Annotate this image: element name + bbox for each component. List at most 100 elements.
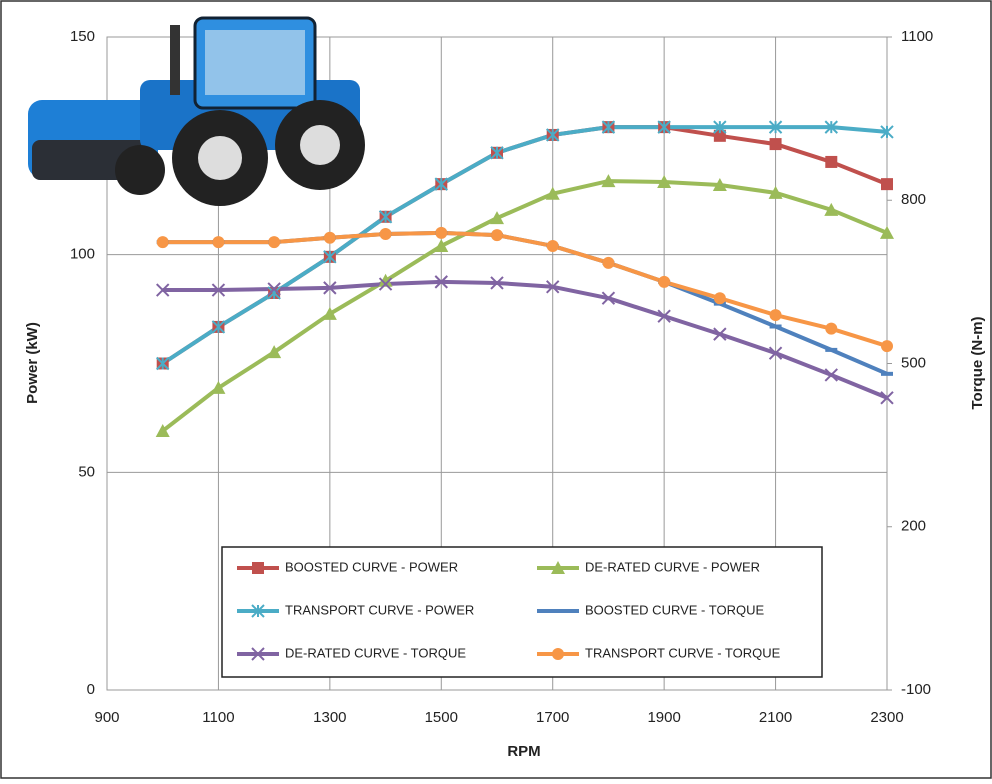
marker xyxy=(323,281,337,295)
y-tick-label: 100 xyxy=(70,246,95,263)
marker xyxy=(156,356,170,371)
x-axis-title: RPM xyxy=(507,743,540,760)
marker xyxy=(546,239,559,252)
y2-tick-label: 500 xyxy=(901,354,926,371)
marker xyxy=(323,231,336,244)
marker xyxy=(156,283,170,297)
legend: BOOSTED CURVE - POWER DE-RATED CURVE - PO… xyxy=(221,546,823,678)
marker xyxy=(251,604,265,618)
y2-tick-label: 800 xyxy=(901,191,926,208)
marker xyxy=(713,327,727,341)
legend-label: TRANSPORT CURVE - TORQUE xyxy=(585,645,781,660)
marker xyxy=(825,155,838,168)
tractor-image xyxy=(28,16,365,206)
legend-label: DE-RATED CURVE - POWER xyxy=(585,559,760,574)
y2-tick-label: -100 xyxy=(901,681,931,698)
marker xyxy=(552,648,564,660)
marker xyxy=(267,282,281,296)
lines xyxy=(155,120,894,437)
marker xyxy=(546,128,560,142)
marker xyxy=(881,371,893,376)
x-tick-label: 2300 xyxy=(870,709,903,726)
legend-label: DE-RATED CURVE - TORQUE xyxy=(285,645,466,660)
legend-label: TRANSPORT CURVE - POWER xyxy=(285,602,474,617)
marker xyxy=(601,174,616,188)
marker xyxy=(880,225,894,239)
x-tick-label: 1900 xyxy=(647,709,680,726)
marker xyxy=(434,238,449,252)
marker xyxy=(824,120,838,134)
marker xyxy=(552,609,564,613)
series-line xyxy=(161,179,888,433)
marker xyxy=(602,256,615,269)
marker xyxy=(322,306,337,320)
marker xyxy=(769,138,782,151)
marker xyxy=(768,185,783,199)
marker xyxy=(713,120,727,134)
marker xyxy=(546,280,560,294)
marker xyxy=(768,346,783,360)
marker xyxy=(378,277,393,291)
marker xyxy=(825,347,838,352)
marker xyxy=(155,423,170,437)
marker xyxy=(251,647,265,661)
y-tick-label: 50 xyxy=(78,463,95,480)
y-axis-title: Power (kW) xyxy=(24,322,41,404)
marker xyxy=(490,276,504,290)
marker xyxy=(601,291,616,305)
marker xyxy=(490,146,504,160)
marker xyxy=(490,211,504,225)
marker xyxy=(712,178,727,192)
marker xyxy=(769,324,782,329)
x-tick-label: 1300 xyxy=(313,709,346,726)
marker xyxy=(267,345,282,359)
x-tick-label: 1100 xyxy=(202,709,234,726)
marker xyxy=(212,236,225,249)
marker xyxy=(768,120,783,134)
marker xyxy=(657,174,672,188)
marker xyxy=(657,120,671,134)
x-tick-label: 1700 xyxy=(536,709,569,726)
marker xyxy=(658,275,671,288)
marker xyxy=(881,178,893,191)
marker xyxy=(880,125,894,139)
marker xyxy=(211,380,226,394)
marker xyxy=(824,202,839,216)
marker xyxy=(156,236,169,249)
marker xyxy=(551,561,565,574)
x-tick-label: 900 xyxy=(94,709,119,726)
marker xyxy=(545,186,560,200)
y2-tick-label: 1100 xyxy=(901,28,933,45)
marker xyxy=(825,322,838,335)
marker xyxy=(211,320,226,334)
x-tick-label: 2100 xyxy=(759,709,792,726)
marker xyxy=(713,129,726,142)
series-line xyxy=(162,279,888,400)
marker xyxy=(491,229,503,242)
marker xyxy=(880,391,894,405)
marker xyxy=(824,368,838,382)
marker xyxy=(323,250,337,264)
marker xyxy=(378,210,393,224)
marker xyxy=(268,236,281,249)
y-tick-label: 150 xyxy=(70,28,95,45)
marker xyxy=(211,283,226,297)
y-tick-label: 0 xyxy=(87,681,95,698)
marker xyxy=(881,340,893,353)
marker xyxy=(769,309,782,322)
legend-label: BOOSTED CURVE - POWER xyxy=(285,559,458,574)
marker xyxy=(378,273,393,287)
marker xyxy=(252,562,264,574)
marker xyxy=(434,177,448,191)
marker xyxy=(713,292,726,305)
series-line xyxy=(162,230,888,348)
marker xyxy=(601,120,616,134)
y2-tick-label: 200 xyxy=(901,518,926,535)
marker xyxy=(379,227,392,240)
legend-label: BOOSTED CURVE - TORQUE xyxy=(585,602,764,617)
marker xyxy=(657,309,671,323)
x-tick-label: 1500 xyxy=(425,709,458,726)
marker xyxy=(434,275,448,289)
